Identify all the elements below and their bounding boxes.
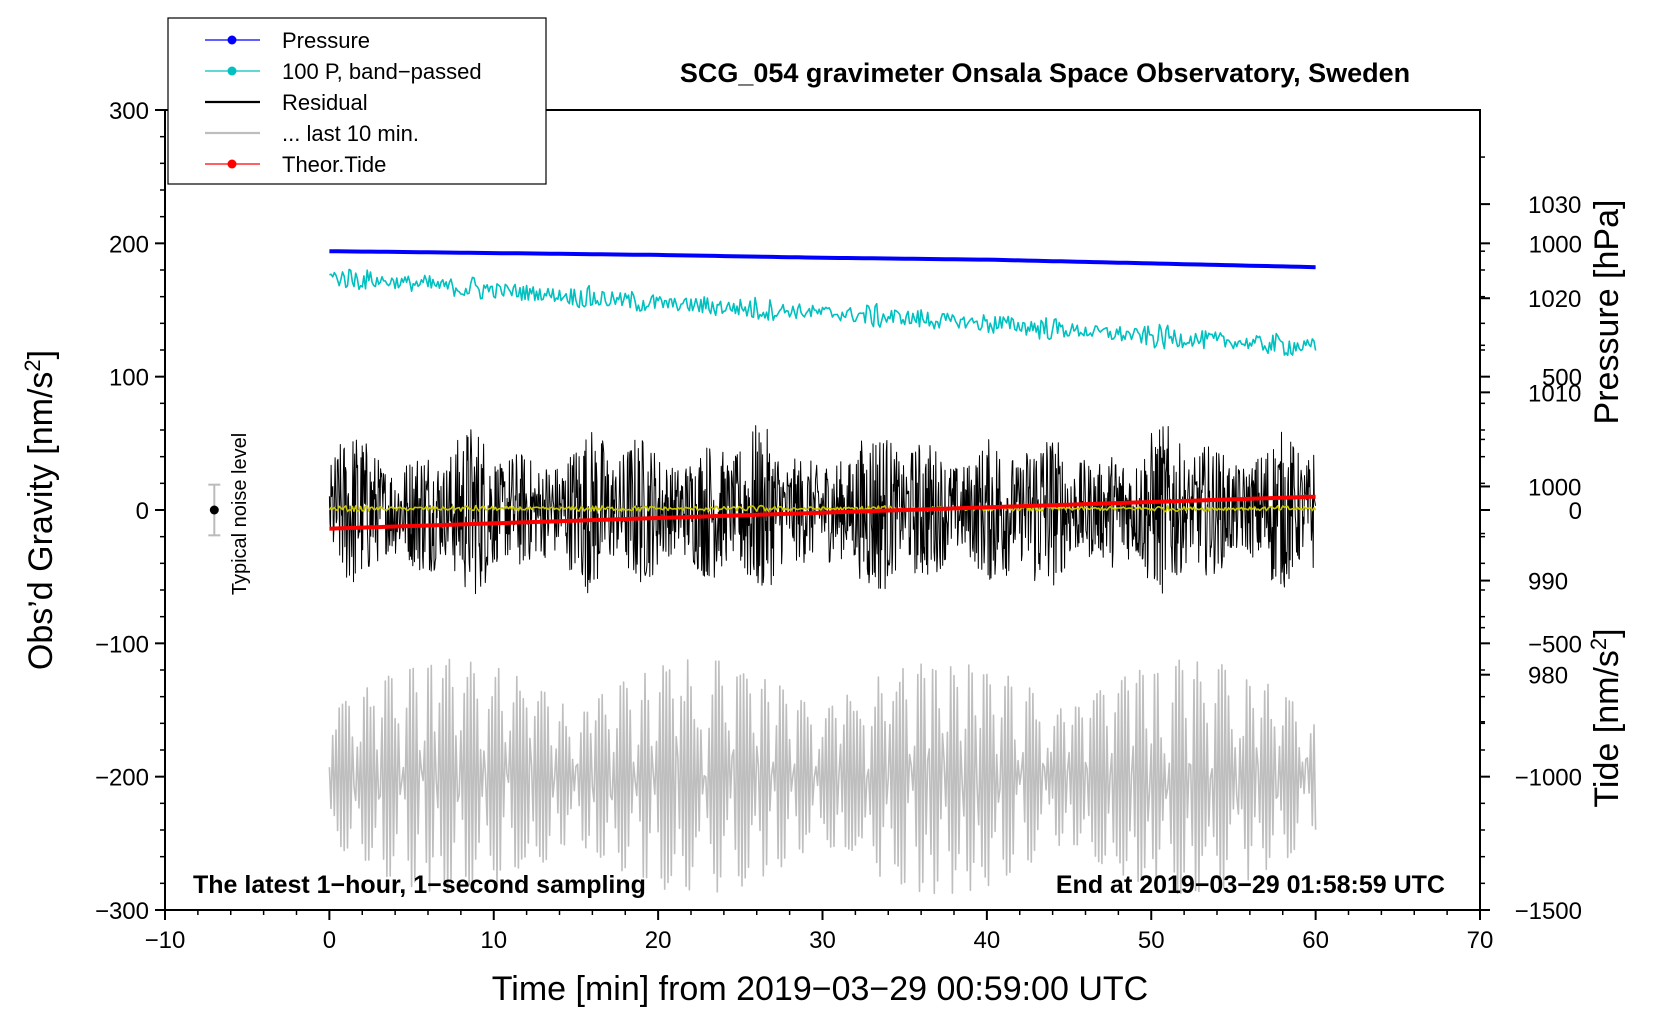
- series-theor-tide: [329, 494, 1316, 531]
- series-last-10-min: [328, 658, 1317, 895]
- series-residual: [328, 425, 1316, 595]
- x-tick-label: 0: [323, 927, 336, 954]
- legend-marker: [227, 66, 237, 76]
- legend-label: Pressure: [282, 28, 370, 53]
- pressure-tick-label: 1020: [1528, 286, 1581, 313]
- legend-label: 100 P, band−passed: [282, 59, 482, 84]
- legend-marker: [227, 159, 237, 169]
- legend-marker: [227, 35, 237, 45]
- y-tick-label: 0: [136, 498, 149, 525]
- x-tick-label: 70: [1467, 927, 1494, 954]
- noise-level-label: Typical noise level: [229, 433, 251, 595]
- axis-layer: −10 0 10 20 30 40 50 60 70−300−200−1000100200300…: [95, 98, 1582, 954]
- pressure-tick-label: 990: [1528, 569, 1568, 596]
- tide-tick-label: 0: [1569, 498, 1582, 525]
- y-tick-label: 300: [109, 98, 149, 125]
- x-tick-label: 20: [645, 927, 672, 954]
- x-axis-label: Time [min] from 2019−03−29 00:59:00 UTC: [492, 970, 1148, 1008]
- note-end-time: End at 2019−03−29 01:58:59 UTC: [1056, 871, 1445, 899]
- tide-tick-label: −1000: [1515, 765, 1582, 792]
- y-tick-label: 100: [109, 365, 149, 392]
- data-layer: [208, 249, 1317, 895]
- pressure-tick-label: 980: [1528, 663, 1568, 690]
- legend: Pressure 100 P, band−passed Residual ... la…: [167, 17, 547, 185]
- series-smoothed-residual: [328, 504, 1317, 513]
- y-axis-label-left: Obs’d Gravity [nm/s2]: [20, 350, 60, 670]
- pressure-tick-label: 1030: [1528, 192, 1581, 219]
- legend-label: Residual: [282, 90, 368, 115]
- note-latest-hour: The latest 1−hour, 1−second sampling: [193, 871, 646, 899]
- chart-title: SCG_054 gravimeter Onsala Space Observat…: [680, 58, 1410, 88]
- tide-tick-label: 500: [1542, 365, 1582, 392]
- y-axis-label-pressure: Pressure [hPa]: [1588, 200, 1626, 425]
- legend-label: ... last 10 min.: [282, 121, 419, 146]
- x-tick-label: −10: [145, 927, 186, 954]
- x-tick-label: 30: [809, 927, 836, 954]
- series-pressure: [329, 249, 1316, 270]
- y-tick-label: −300: [95, 898, 149, 925]
- legend-label: Theor.Tide: [282, 152, 386, 177]
- tide-tick-label: −500: [1528, 631, 1582, 658]
- y-tick-label: 200: [109, 231, 149, 258]
- x-tick-label: 50: [1138, 927, 1165, 954]
- x-tick-label: 40: [974, 927, 1001, 954]
- pressure-tick-label: 1010: [1528, 380, 1581, 407]
- series-100-p-band-passed: [329, 268, 1317, 357]
- x-tick-label: 60: [1302, 927, 1329, 954]
- y-axis-label-tide: Tide [nm/s2]: [1586, 628, 1626, 807]
- noise-level-point: [209, 505, 219, 515]
- pressure-tick-label: 1000: [1528, 474, 1581, 501]
- tide-tick-label: 1000: [1529, 231, 1582, 258]
- x-tick-label: 10: [480, 927, 507, 954]
- y-tick-label: −200: [95, 765, 149, 792]
- y-tick-label: −100: [95, 631, 149, 658]
- tide-tick-label: −1500: [1515, 898, 1582, 925]
